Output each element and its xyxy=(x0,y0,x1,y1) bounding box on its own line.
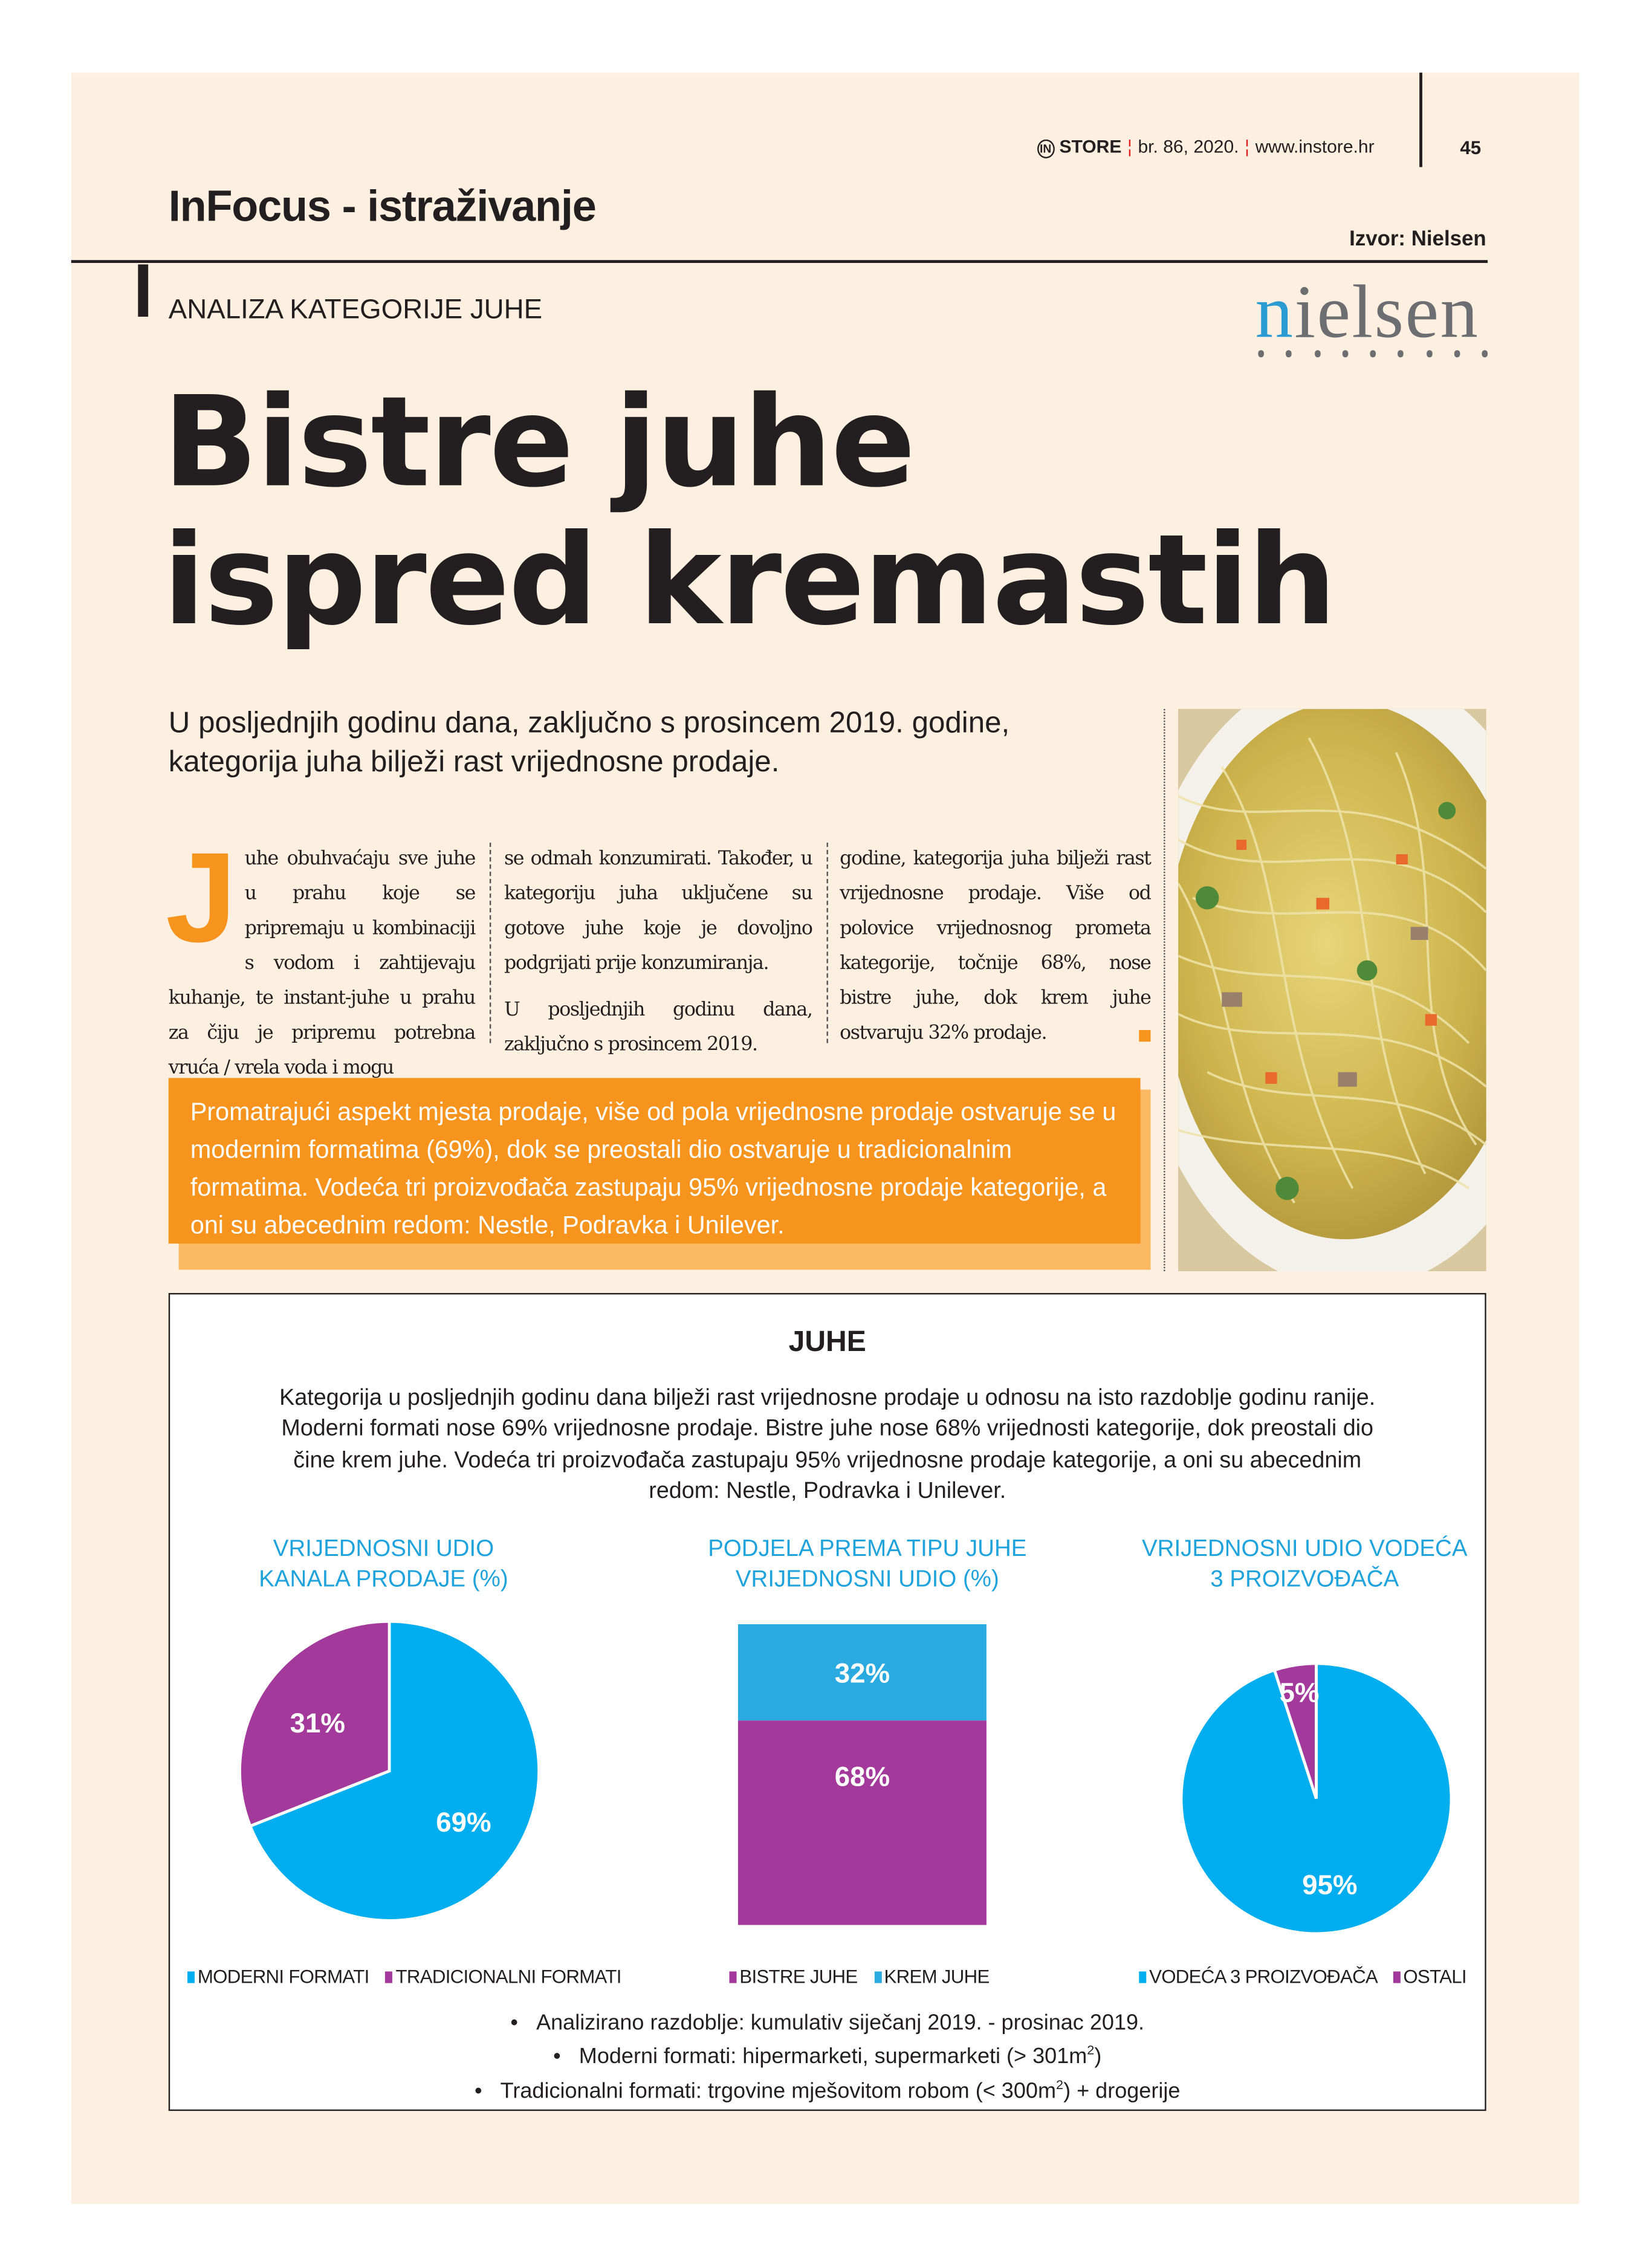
chart-3-legend: VODEĆA 3 PROIZVOĐAČA OSTALI xyxy=(1127,1965,1467,1988)
instore-logo-icon: IN xyxy=(1037,139,1055,158)
pie-label: 95% xyxy=(1302,1870,1357,1900)
nielsen-logo-dots xyxy=(1258,350,1488,358)
website-link[interactable]: www.instore.hr xyxy=(1255,136,1375,157)
legend-swatch xyxy=(729,1971,737,1983)
kicker-bar xyxy=(138,264,149,317)
bar-segment-bistre-juhe xyxy=(737,1720,987,1925)
superscript: 2 xyxy=(1087,2043,1095,2058)
bar-label: 32% xyxy=(835,1657,890,1688)
header-divider xyxy=(1419,73,1422,167)
chart-2-legend: BISTRE JUHE KREM JUHE xyxy=(718,1965,990,1988)
brand-name: STORE xyxy=(1059,136,1122,157)
legend-label: TRADICIONALNI FORMATI xyxy=(395,1965,622,1988)
chart-1-title: VRIJEDNOSNI UDIO KANALA PRODAJE (%) xyxy=(195,1534,572,1595)
nielsen-logo: nielsen xyxy=(1255,271,1480,355)
body-text: se odmah konzumirati. Također, u kategor… xyxy=(504,848,813,975)
issue-info: IN STORE ¦ br. 86, 2020. ¦ www.instore.hr xyxy=(1037,136,1375,158)
column-divider xyxy=(489,842,491,1043)
note-text: ) xyxy=(1094,2044,1102,2070)
page-number: 45 xyxy=(1460,136,1482,158)
legend-label: OSTALI xyxy=(1403,1965,1466,1988)
pie-slice-ostali xyxy=(1272,1662,1318,1800)
legend-label: MODERNI FORMATI xyxy=(197,1965,369,1988)
charts-canvas: 69% 31% 95% 5% 68% 32% xyxy=(238,1619,1453,1936)
soup-photo xyxy=(1178,708,1486,1271)
body-text: godine, kategorija juha bilježi rast vri… xyxy=(840,848,1152,1045)
body-column-1: J uhe obuhvaćaju sve juhe u prahu koje s… xyxy=(165,825,476,1087)
legend-swatch xyxy=(1393,1971,1401,1983)
body-column-3: godine, kategorija juha bilježi rast vri… xyxy=(840,843,1152,1052)
infographic-box: JUHE Kategorija u posljednjih godinu dan… xyxy=(168,1293,1486,2111)
note-item: • Moderni formati: hipermarketi, superma… xyxy=(553,2043,1102,2070)
chart-title-line: 3 PROIZVOĐAČA xyxy=(1210,1567,1399,1593)
note-text: Tradicionalni formati: trgovine mješovit… xyxy=(500,2078,1057,2104)
body-text: uhe obuhvaćaju sve juhe u prahu koje se … xyxy=(168,848,476,1080)
end-mark-icon xyxy=(1139,1030,1151,1042)
chart-3-title: VRIJEDNOSNI UDIO VODEĆA 3 PROIZVOĐAČA xyxy=(1116,1534,1494,1595)
chart-title-line: VRIJEDNOSNI UDIO xyxy=(273,1537,494,1562)
infographic-title: JUHE xyxy=(788,1326,866,1359)
legend-swatch xyxy=(385,1971,393,1983)
note-text: Moderni formati: hipermarketi, supermark… xyxy=(578,2044,1087,2070)
bar-label: 68% xyxy=(835,1761,890,1792)
chart-1-legend: MODERNI FORMATI TRADICIONALNI FORMATI xyxy=(176,1966,621,1988)
body-text: U posljednjih godinu dana, zaključno s p… xyxy=(504,999,813,1057)
headline-line-1: Bistre juhe xyxy=(163,370,916,516)
note-text: ) + drogerije xyxy=(1063,2078,1181,2104)
headline-line-2: ispred kremastih xyxy=(163,508,1337,654)
pie-label: 69% xyxy=(436,1807,491,1838)
photo-divider xyxy=(1164,708,1165,1271)
note-text: Analizirano razdoblje: kumulativ siječan… xyxy=(536,2010,1145,2036)
legend-label: VODEĆA 3 PROIZVOĐAČA xyxy=(1149,1965,1377,1988)
chart-title-line: VRIJEDNOSNI UDIO VODEĆA xyxy=(1142,1537,1468,1562)
chart-title-line: PODJELA PREMA TIPU JUHE xyxy=(708,1537,1027,1562)
note-item: • Tradicionalni formati: trgovine mješov… xyxy=(474,2076,1181,2104)
chart-title-line: VRIJEDNOSNI UDIO (%) xyxy=(735,1567,999,1593)
lead-paragraph: U posljednjih godinu dana, zaključno s p… xyxy=(168,706,1010,779)
issue-number: br. 86, 2020. xyxy=(1138,136,1239,157)
pie-slice-moderni-formati xyxy=(248,1619,541,1922)
chart-2-title: PODJELA PREMA TIPU JUHE VRIJEDNOSNI UDIO … xyxy=(678,1534,1056,1595)
body-column-2: se odmah konzumirati. Također, u kategor… xyxy=(504,843,813,1063)
column-divider xyxy=(826,842,828,1043)
infographic-description: Kategorija u posljednjih godinu dana bil… xyxy=(279,1385,1376,1504)
pie-label: 31% xyxy=(290,1708,345,1738)
pie-label: 5% xyxy=(1280,1677,1320,1708)
legend-label: KREM JUHE xyxy=(884,1965,990,1988)
chart-title-line: KANALA PRODAJE (%) xyxy=(259,1567,508,1593)
legend-label: BISTRE JUHE xyxy=(739,1965,858,1988)
legend-swatch xyxy=(187,1971,195,1983)
headline: Bistre juhe ispred kremastih xyxy=(163,370,1337,654)
pie-slice-tradicionalni-formati xyxy=(238,1619,391,1828)
bar-segment-krem-juhe xyxy=(737,1624,987,1721)
drop-cap: J xyxy=(165,825,237,970)
header-rule xyxy=(71,260,1488,264)
legend-swatch xyxy=(1139,1971,1147,1983)
highlight-box: Promatrajući aspekt mjesta prodaje, više… xyxy=(168,1078,1141,1244)
section-title: InFocus - istraživanje xyxy=(168,183,597,232)
superscript: 2 xyxy=(1056,2076,1064,2091)
source-credit: Izvor: Nielsen xyxy=(1349,228,1486,251)
kicker: ANALIZA KATEGORIJE JUHE xyxy=(168,294,543,326)
infographic-notes: • Analizirano razdoblje: kumulativ siječ… xyxy=(170,2009,1485,2105)
legend-swatch xyxy=(873,1971,881,1983)
note-item: • Analizirano razdoblje: kumulativ siječ… xyxy=(510,2010,1145,2036)
